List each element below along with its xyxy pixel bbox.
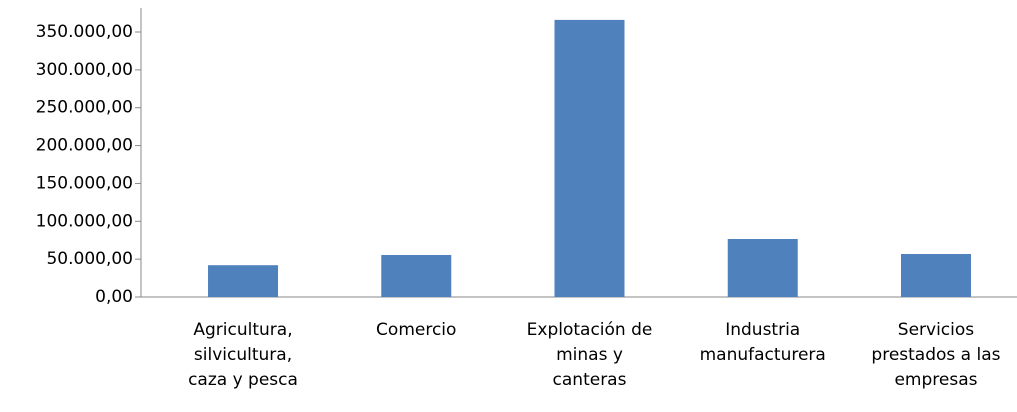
x-tick-label: Explotación de minas y canteras [526,320,653,390]
x-tick-label: Industria manufacturera [699,320,826,365]
y-tick-label: 150.000,00 [36,173,133,193]
bar [727,239,798,297]
y-tick-label: 350.000,00 [36,22,133,42]
y-tick-label: 200.000,00 [36,136,133,156]
bar [900,253,971,297]
y-tick-label: 250.000,00 [36,98,133,118]
y-tick-label: 100.000,00 [36,211,133,231]
x-tick-label: Servicios prestados a las empresas [871,320,1001,390]
bar [554,19,625,297]
x-tick-label: Comercio [376,320,457,340]
y-tick-label: 50.000,00 [46,249,133,269]
bar [208,265,279,297]
x-tick-label: Agricultura, silvicultura, caza y pesca [188,320,298,390]
bar [381,254,452,297]
y-tick-label: 300.000,00 [36,60,133,80]
y-tick-label: 0,00 [95,287,133,307]
